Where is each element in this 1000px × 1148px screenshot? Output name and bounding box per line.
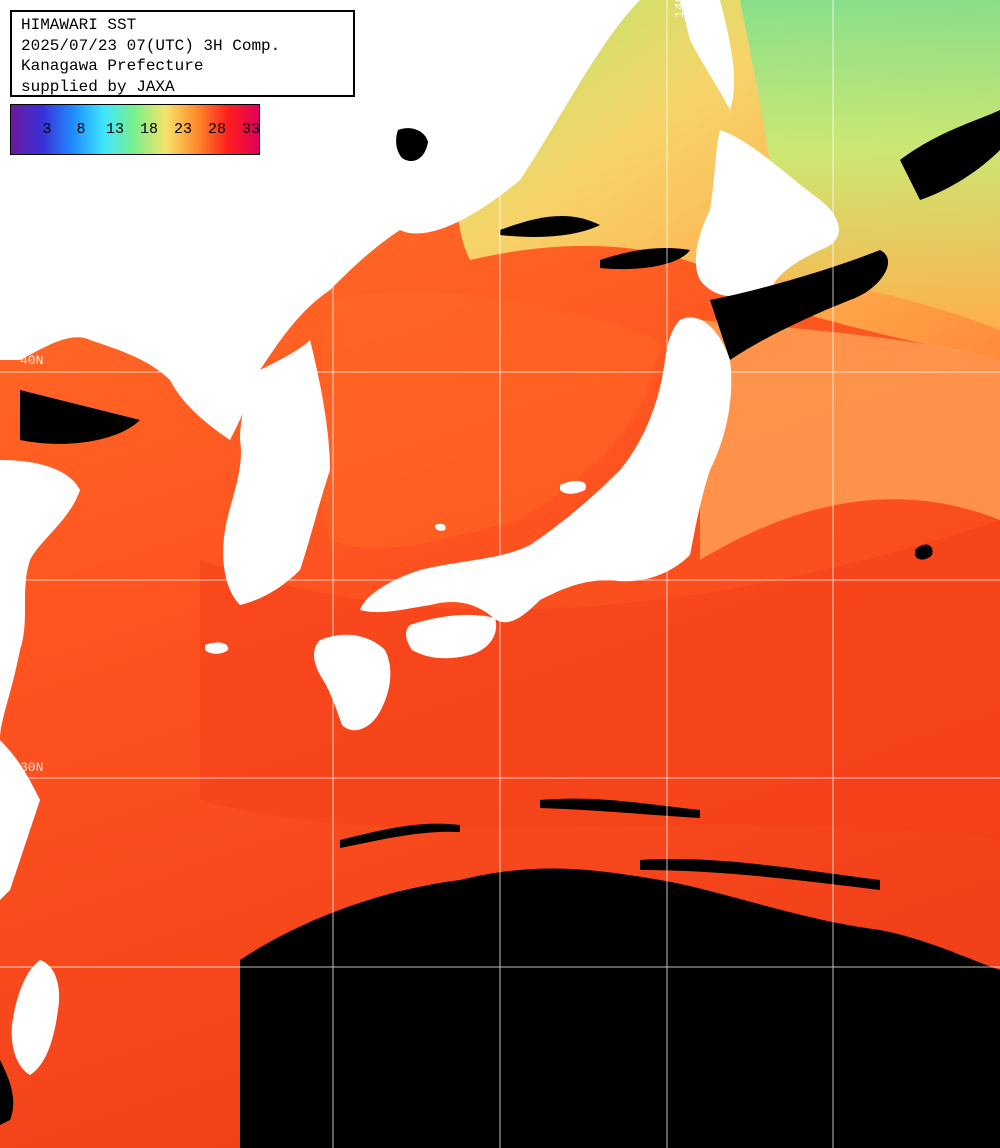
cloud-korea-north	[20, 390, 140, 444]
land-hokkaido	[695, 130, 839, 297]
legend-tick-label: 18	[139, 121, 159, 138]
cloud-okhotsk	[396, 128, 428, 162]
land-taiwan	[11, 960, 60, 1075]
land-korea	[223, 340, 330, 605]
legend-tick-label: 3	[42, 121, 52, 138]
cloud-streaks-2	[640, 859, 880, 890]
kuroshio-band	[200, 520, 1000, 840]
cloud-tohoku-east	[710, 250, 889, 360]
lat-label-40n: 40N	[20, 353, 44, 368]
legend-tick-label: 33	[241, 121, 261, 138]
land-shikoku	[406, 614, 497, 659]
land-honshu	[360, 317, 732, 623]
sanriku-sea	[700, 320, 1000, 560]
land-sado	[560, 480, 586, 494]
lat-label-30n: 30N	[20, 760, 44, 775]
legend-tick-label: 28	[207, 121, 227, 138]
legend-tick-label: 23	[173, 121, 193, 138]
cloud-streaks-3	[340, 823, 460, 848]
cloud-south-pacific	[240, 868, 1000, 1148]
cloud-taiwan-strait	[0, 1060, 14, 1125]
title-box: HIMAWARI SST 2025/07/23 07(UTC) 3H Comp.…	[10, 10, 355, 97]
cloud-east-small	[915, 544, 933, 560]
cloud-south-streaks	[540, 798, 700, 818]
land-sakhalin	[680, 0, 735, 110]
land-china-coast	[0, 460, 80, 740]
prefecture-label: Kanagawa Prefecture	[21, 57, 204, 75]
legend-tick-label: 8	[76, 121, 86, 138]
observation-datetime: 2025/07/23 07(UTC) 3H Comp.	[21, 36, 281, 55]
cloud-hokkaido-east	[900, 110, 1000, 200]
land-oki	[435, 523, 446, 531]
lon-label-140e: 140E	[672, 0, 687, 18]
japan-sea-plume	[318, 292, 660, 549]
land-china-coast-south	[0, 740, 40, 900]
temperature-legend: 3 8 13 18 23 28 33	[10, 104, 260, 155]
data-credit: supplied by JAXA	[21, 77, 175, 96]
map-title: HIMAWARI SST	[21, 16, 137, 34]
land-jeju	[205, 642, 229, 654]
legend-tick-label: 13	[105, 121, 125, 138]
cloud-nw-coast	[500, 215, 600, 237]
legend-color-bar	[11, 105, 259, 154]
